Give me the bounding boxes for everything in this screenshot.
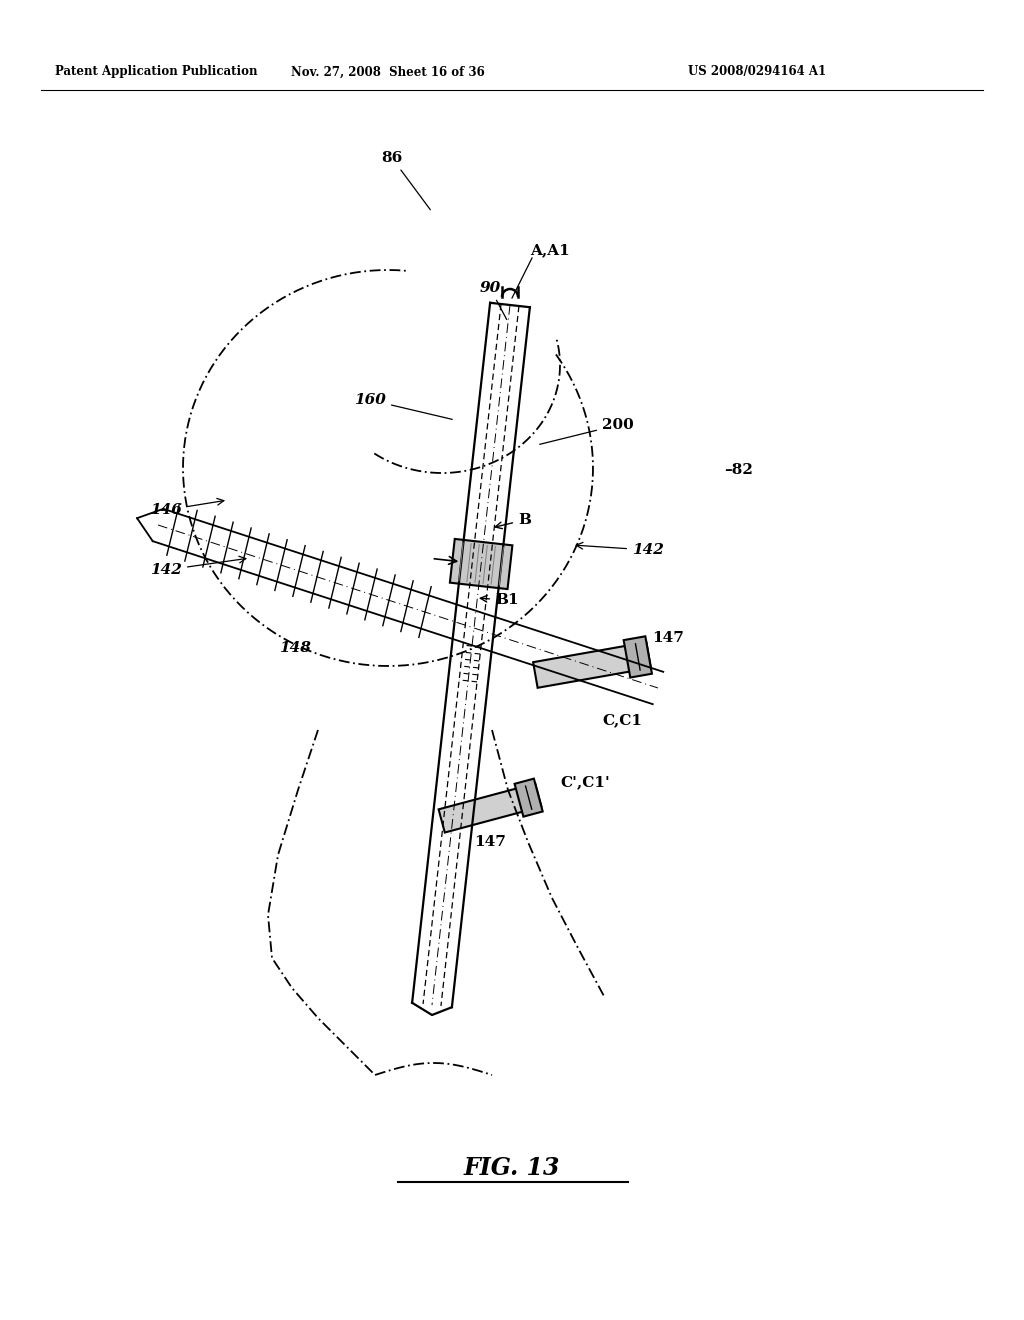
Text: A,A1: A,A1	[530, 243, 570, 257]
Text: 86: 86	[381, 150, 430, 210]
Polygon shape	[515, 779, 543, 817]
Polygon shape	[534, 643, 651, 688]
Text: 148: 148	[280, 642, 311, 655]
Text: –82: –82	[724, 463, 753, 477]
Polygon shape	[438, 784, 542, 833]
Text: B: B	[496, 513, 531, 529]
Text: 142: 142	[577, 543, 664, 557]
Text: 147: 147	[474, 836, 506, 849]
Polygon shape	[624, 636, 652, 677]
Text: C,C1: C,C1	[602, 713, 642, 727]
Text: US 2008/0294164 A1: US 2008/0294164 A1	[688, 66, 826, 78]
Text: Patent Application Publication: Patent Application Publication	[55, 66, 257, 78]
Text: 142: 142	[151, 556, 246, 577]
Text: 160: 160	[354, 393, 453, 420]
Text: 90: 90	[479, 281, 507, 319]
Text: 147: 147	[652, 631, 684, 645]
Text: 146: 146	[151, 499, 224, 517]
Polygon shape	[450, 539, 512, 589]
Text: C',C1': C',C1'	[560, 775, 610, 789]
Text: Nov. 27, 2008  Sheet 16 of 36: Nov. 27, 2008 Sheet 16 of 36	[291, 66, 485, 78]
Text: 200: 200	[540, 418, 634, 445]
Text: FIG. 13: FIG. 13	[464, 1156, 560, 1180]
Text: B1: B1	[480, 593, 518, 607]
